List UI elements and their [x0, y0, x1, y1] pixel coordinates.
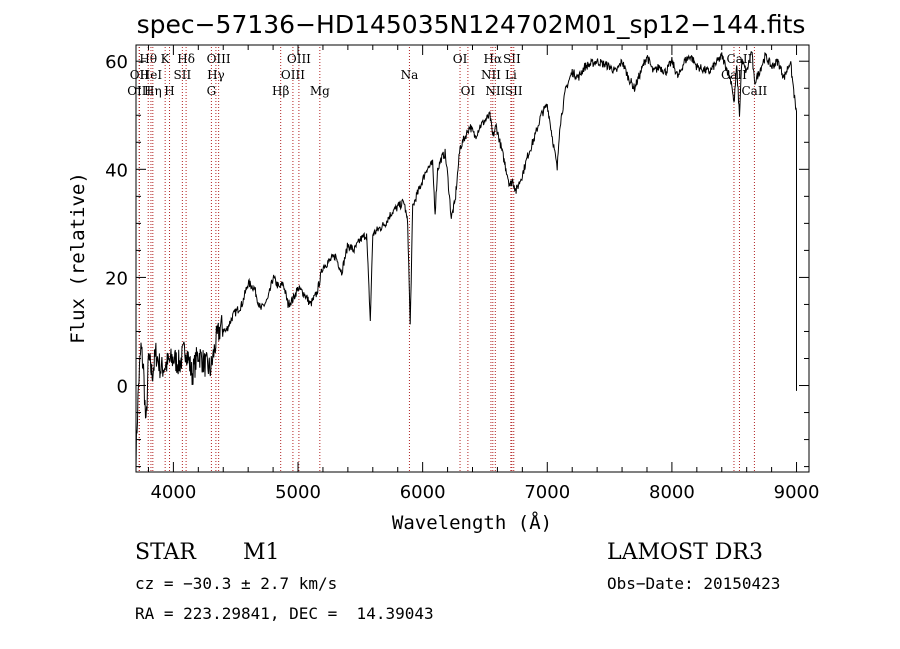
redshift-readout: cz = −30.3 ± 2.7 km/s [135, 574, 338, 593]
x-tick-label-2: 6000 [400, 482, 446, 503]
line-label-17: OI [453, 52, 468, 66]
line-label-4: Hη [144, 84, 162, 98]
line-label-13: OIII [281, 68, 305, 82]
x-axis-label: Wavelength (Å) [392, 511, 552, 534]
line-label-19: Hα [484, 52, 503, 66]
y-tick-label-0: 0 [117, 377, 128, 398]
x-tick-label-0: 4000 [150, 482, 196, 503]
line-label-9: OIII [207, 52, 231, 66]
line-label-18: OI [461, 84, 476, 98]
obs-date: Obs−Date: 20150423 [607, 574, 781, 593]
line-label-3: HeI [140, 68, 163, 82]
coordinates: RA = 223.29841, DEC = 14.39043 [135, 604, 434, 623]
y-tick-label-2: 40 [105, 160, 128, 181]
line-label-15: Mg [310, 84, 330, 98]
line-label-25: CaII [727, 52, 753, 66]
series-line-spectrum [135, 50, 797, 470]
axes: 4000 5000 6000 7000 8000 9000 0 20 40 60 [105, 45, 819, 503]
plot-frame [135, 44, 810, 473]
y-tick-label-3: 60 [105, 52, 128, 73]
line-label-10: Hγ [207, 68, 225, 82]
line-label-14: OIII [287, 52, 311, 66]
object-class: STAR [135, 540, 196, 565]
line-label-12: Hβ [272, 84, 289, 98]
line-label-27: CaII [741, 84, 767, 98]
x-tick-label-4: 8000 [649, 482, 695, 503]
line-label-16: Na [401, 68, 419, 82]
line-label-20: NII [481, 68, 501, 82]
x-tick-label-3: 7000 [524, 482, 570, 503]
line-label-6: H [164, 84, 174, 98]
y-tick-label-1: 20 [105, 268, 128, 289]
chart-title: spec−57136−HD145035N124702M01_sp12−144.f… [137, 10, 806, 39]
line-label-8: Hδ [177, 52, 195, 66]
line-label-22: SII [503, 52, 521, 66]
line-label-26: CaII [721, 68, 747, 82]
line-label-11: G [207, 84, 217, 98]
line-label-7: SII [174, 68, 192, 82]
survey-name: LAMOST DR3 [607, 540, 763, 565]
line-label-23: Li [505, 68, 517, 82]
line-label-24: SII [505, 84, 523, 98]
x-tick-label-5: 9000 [774, 482, 820, 503]
x-tick-label-1: 5000 [275, 482, 321, 503]
line-label-2: OIII [127, 84, 151, 98]
line-label-21: NII [485, 84, 505, 98]
line-label-5: K [161, 52, 171, 66]
object-subclass: M1 [243, 540, 280, 565]
y-axis-label: Flux (relative) [67, 172, 89, 344]
series-layer [135, 50, 797, 470]
line-label-0: Hθ [139, 52, 157, 66]
